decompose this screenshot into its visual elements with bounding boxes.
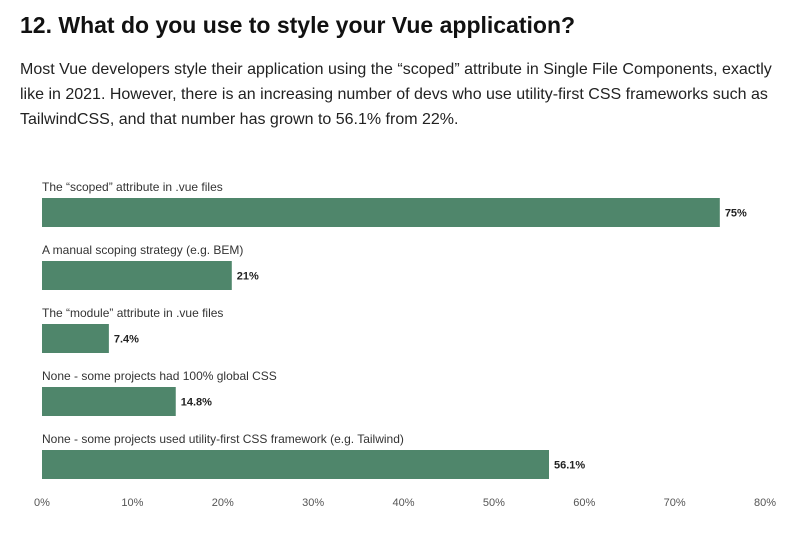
page-title: 12. What do you use to style your Vue ap… — [20, 12, 576, 38]
x-tick-label: 40% — [392, 497, 414, 509]
value-label: 7.4% — [114, 334, 139, 346]
bar — [42, 387, 176, 416]
bar — [42, 261, 232, 290]
intro-paragraph: Most Vue developers style their applicat… — [20, 61, 772, 128]
x-tick-label: 50% — [483, 497, 505, 509]
value-label: 75% — [725, 208, 747, 220]
x-tick-label: 30% — [302, 497, 324, 509]
category-label: None - some projects had 100% global CSS — [42, 369, 277, 383]
bar — [42, 198, 720, 227]
value-label: 14.8% — [181, 397, 212, 409]
x-tick-label: 60% — [573, 497, 595, 509]
category-label: The “scoped” attribute in .vue files — [42, 180, 223, 194]
value-label: 21% — [237, 271, 259, 283]
x-tick-label: 70% — [664, 497, 686, 509]
category-label: None - some projects used utility-first … — [42, 432, 404, 446]
category-label: A manual scoping strategy (e.g. BEM) — [42, 243, 243, 257]
x-tick-label: 20% — [212, 497, 234, 509]
x-tick-label: 0% — [34, 497, 50, 509]
bar — [42, 324, 109, 353]
value-label: 56.1% — [554, 460, 585, 472]
x-tick-label: 80% — [754, 497, 776, 509]
category-label: The “module” attribute in .vue files — [42, 306, 223, 320]
x-tick-label: 10% — [121, 497, 143, 509]
bar — [42, 450, 550, 479]
